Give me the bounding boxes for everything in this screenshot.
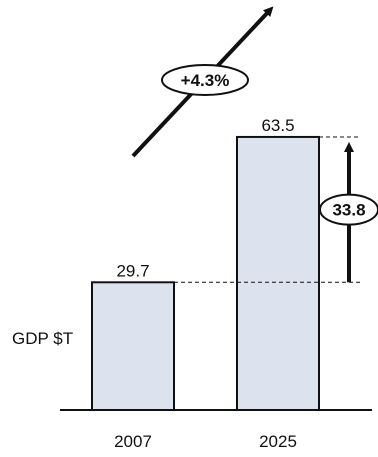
difference-badge: 33.8 [319, 193, 378, 226]
difference-label: 33.8 [332, 201, 365, 220]
value-label-2025: 63.5 [261, 116, 294, 135]
growth-label: +4.3% [181, 71, 230, 90]
y-axis-label: GDP $T [12, 329, 73, 348]
bar-2025 [236, 135, 320, 411]
growth-badge: +4.3% [161, 64, 249, 96]
value-label-2007: 29.7 [116, 261, 149, 280]
category-label-2007: 2007 [114, 432, 152, 451]
category-label-2025: 2025 [259, 432, 297, 451]
bar-2007 [91, 281, 175, 412]
